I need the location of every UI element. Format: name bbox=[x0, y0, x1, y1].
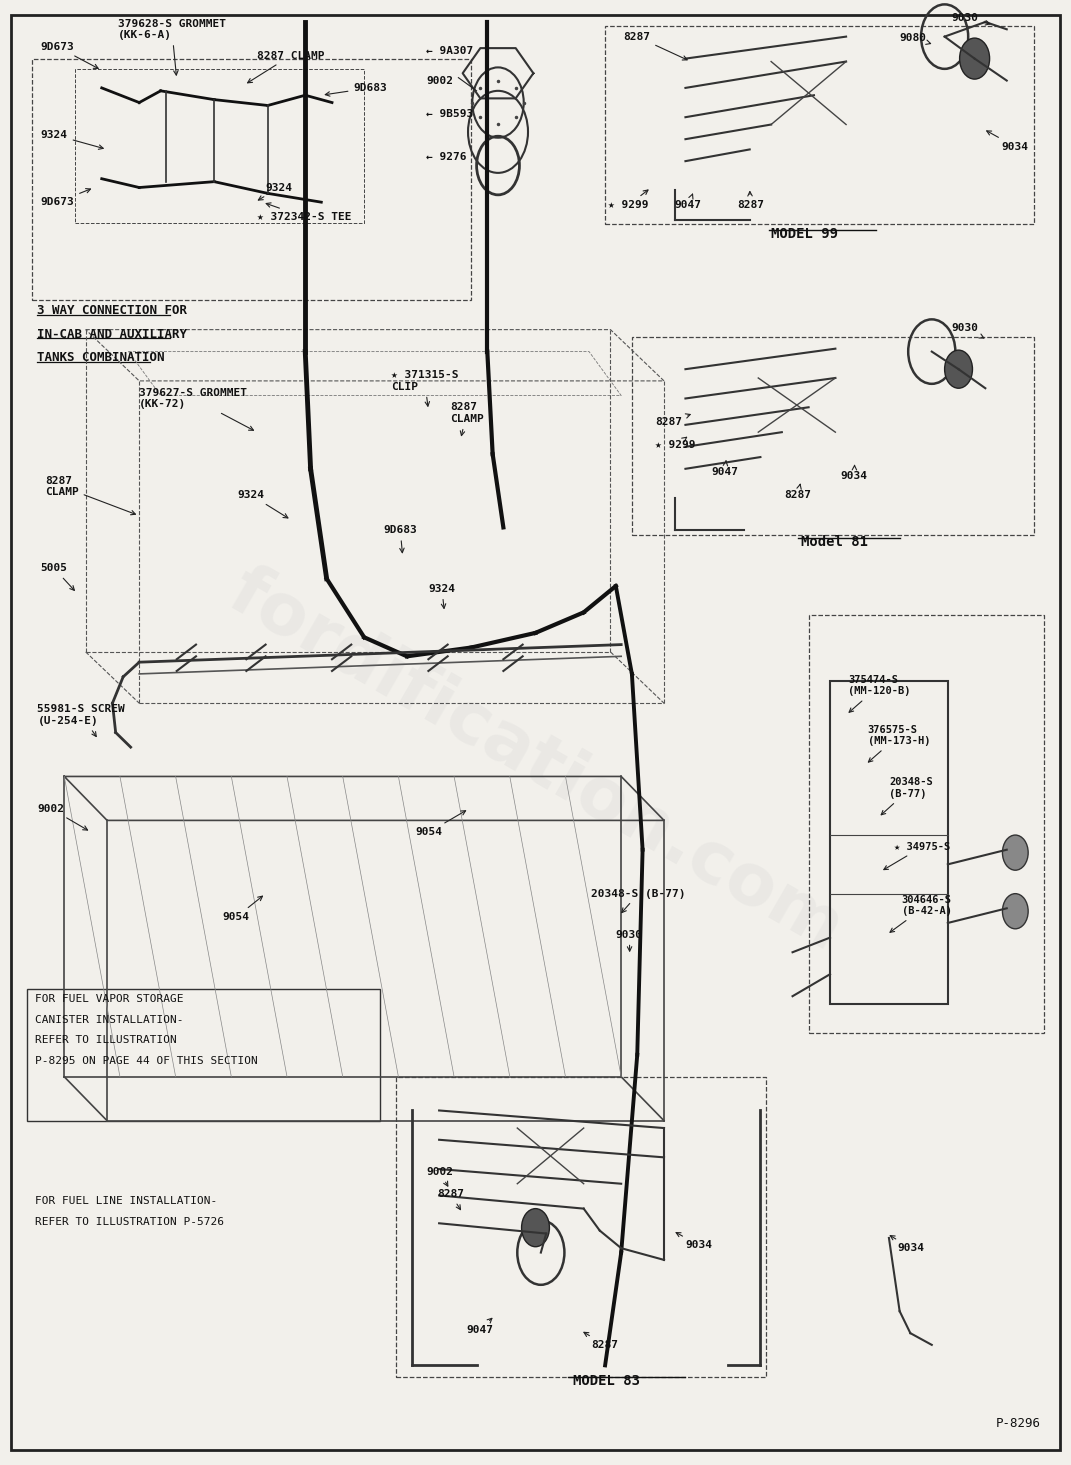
Circle shape bbox=[945, 350, 972, 388]
Text: 9D683: 9D683 bbox=[326, 84, 388, 97]
Text: ← 9276: ← 9276 bbox=[426, 152, 467, 161]
Text: P-8296: P-8296 bbox=[996, 1418, 1041, 1430]
Circle shape bbox=[960, 38, 990, 79]
Text: fordification.com: fordification.com bbox=[216, 558, 855, 965]
Text: 375474-S
(MM-120-B): 375474-S (MM-120-B) bbox=[848, 675, 910, 712]
Bar bbox=[830, 681, 948, 1004]
Text: 8287
CLAMP: 8287 CLAMP bbox=[450, 403, 484, 435]
Text: CANISTER INSTALLATION-: CANISTER INSTALLATION- bbox=[35, 1015, 184, 1024]
Text: FOR FUEL LINE INSTALLATION-: FOR FUEL LINE INSTALLATION- bbox=[35, 1197, 217, 1206]
Text: ← 9A307: ← 9A307 bbox=[426, 47, 473, 56]
Text: 9D683: 9D683 bbox=[383, 526, 418, 552]
Circle shape bbox=[1002, 894, 1028, 929]
Text: 9002: 9002 bbox=[426, 76, 453, 85]
Text: 9002: 9002 bbox=[37, 804, 88, 831]
Text: ★ 34975-S: ★ 34975-S bbox=[884, 842, 951, 870]
Text: ★ 9299: ★ 9299 bbox=[608, 190, 649, 209]
Text: 9034: 9034 bbox=[841, 466, 868, 481]
Text: 8287 CLAMP: 8287 CLAMP bbox=[247, 51, 325, 84]
Text: 9034: 9034 bbox=[890, 1235, 924, 1253]
Text: 9324: 9324 bbox=[41, 130, 103, 149]
Text: 9D673: 9D673 bbox=[41, 189, 91, 207]
Text: 9324: 9324 bbox=[258, 183, 292, 201]
Text: 8287: 8287 bbox=[584, 1332, 618, 1349]
Text: 9080: 9080 bbox=[900, 34, 931, 44]
Text: 9030: 9030 bbox=[951, 13, 990, 25]
Text: 9324: 9324 bbox=[428, 585, 455, 608]
Text: MODEL 99: MODEL 99 bbox=[771, 227, 839, 242]
Text: ★ 371315-S
CLIP: ★ 371315-S CLIP bbox=[391, 371, 458, 406]
Text: ← 9B593: ← 9B593 bbox=[426, 110, 473, 119]
Text: 9D673: 9D673 bbox=[41, 42, 99, 69]
Text: 304646-S
(B-42-A): 304646-S (B-42-A) bbox=[890, 895, 952, 932]
Text: 9324: 9324 bbox=[238, 491, 288, 519]
Text: ★ 372342-S TEE: ★ 372342-S TEE bbox=[257, 202, 351, 221]
Bar bbox=[396, 1077, 766, 1377]
Bar bbox=[27, 989, 380, 1121]
Text: IN-CAB AND AUXILIARY: IN-CAB AND AUXILIARY bbox=[37, 328, 187, 340]
Text: 8287
CLAMP: 8287 CLAMP bbox=[45, 476, 135, 514]
Text: 20348-S
(B-77): 20348-S (B-77) bbox=[881, 778, 933, 815]
Text: 8287: 8287 bbox=[655, 413, 690, 426]
Text: ★ 9299: ★ 9299 bbox=[655, 437, 696, 450]
Text: 20348-S (B-77): 20348-S (B-77) bbox=[591, 889, 685, 913]
Text: 379628-S GROMMET
(KK-6-A): 379628-S GROMMET (KK-6-A) bbox=[118, 19, 226, 75]
Text: 9047: 9047 bbox=[711, 461, 738, 476]
Bar bbox=[632, 337, 1034, 535]
Text: 9047: 9047 bbox=[466, 1318, 493, 1335]
Text: 9030: 9030 bbox=[616, 930, 643, 951]
Text: REFER TO ILLUSTRATION P-5726: REFER TO ILLUSTRATION P-5726 bbox=[35, 1217, 224, 1226]
Text: MODEL 83: MODEL 83 bbox=[573, 1374, 640, 1389]
Text: 5005: 5005 bbox=[41, 564, 74, 590]
Bar bbox=[75, 69, 364, 223]
Text: TANKS COMBINATION: TANKS COMBINATION bbox=[37, 352, 165, 363]
Text: P-8295 ON PAGE 44 OF THIS SECTION: P-8295 ON PAGE 44 OF THIS SECTION bbox=[35, 1056, 258, 1065]
Bar bbox=[605, 26, 1034, 224]
Text: FOR FUEL VAPOR STORAGE: FOR FUEL VAPOR STORAGE bbox=[35, 995, 184, 1004]
Text: 3 WAY CONNECTION FOR: 3 WAY CONNECTION FOR bbox=[37, 305, 187, 316]
Text: 376575-S
(MM-173-H): 376575-S (MM-173-H) bbox=[868, 725, 930, 762]
Text: 55981-S SCREW
(U-254-E): 55981-S SCREW (U-254-E) bbox=[37, 705, 125, 737]
Circle shape bbox=[1002, 835, 1028, 870]
Text: 8287: 8287 bbox=[437, 1190, 464, 1210]
Text: 8287: 8287 bbox=[737, 192, 764, 209]
Text: 9054: 9054 bbox=[223, 897, 262, 921]
Text: 8287: 8287 bbox=[784, 485, 811, 500]
Text: 9034: 9034 bbox=[676, 1232, 712, 1250]
Circle shape bbox=[522, 1209, 549, 1247]
Bar bbox=[809, 615, 1044, 1033]
Text: 9054: 9054 bbox=[416, 810, 466, 837]
Text: 9047: 9047 bbox=[675, 193, 702, 209]
Text: Model 81: Model 81 bbox=[801, 535, 869, 549]
Text: 9034: 9034 bbox=[986, 130, 1028, 151]
Bar bbox=[32, 59, 471, 300]
Text: REFER TO ILLUSTRATION: REFER TO ILLUSTRATION bbox=[35, 1036, 177, 1045]
Text: 8287: 8287 bbox=[623, 32, 688, 60]
Text: 9030: 9030 bbox=[951, 324, 984, 338]
Text: 379627-S GROMMET
(KK-72): 379627-S GROMMET (KK-72) bbox=[139, 388, 254, 431]
Text: 9002: 9002 bbox=[426, 1168, 453, 1187]
